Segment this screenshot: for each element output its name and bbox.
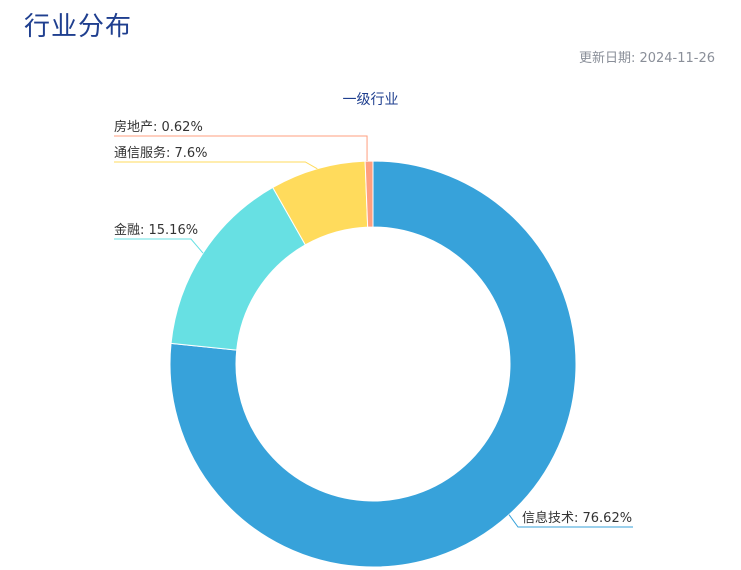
- leader-line-1: [508, 514, 633, 528]
- slice-4[interactable]: [364, 160, 374, 228]
- slice-1[interactable]: [169, 160, 577, 568]
- leader-line-2: [114, 238, 204, 254]
- slice-label-4: 房地产: 0.62%: [114, 119, 203, 135]
- chart-title: 一级行业: [342, 92, 399, 108]
- slice-2[interactable]: [170, 186, 307, 351]
- slice-label-3: 通信服务: 7.6%: [114, 145, 208, 161]
- update-date: 更新日期: 2024-11-26: [578, 51, 715, 66]
- page-title: 行业分布: [24, 12, 133, 42]
- slice-label-1: 信息技术: 76.62%: [522, 510, 632, 526]
- slice-label-2: 金融: 15.16%: [114, 222, 198, 238]
- leader-line-3: [114, 161, 318, 170]
- leader-line-4: [114, 135, 368, 161]
